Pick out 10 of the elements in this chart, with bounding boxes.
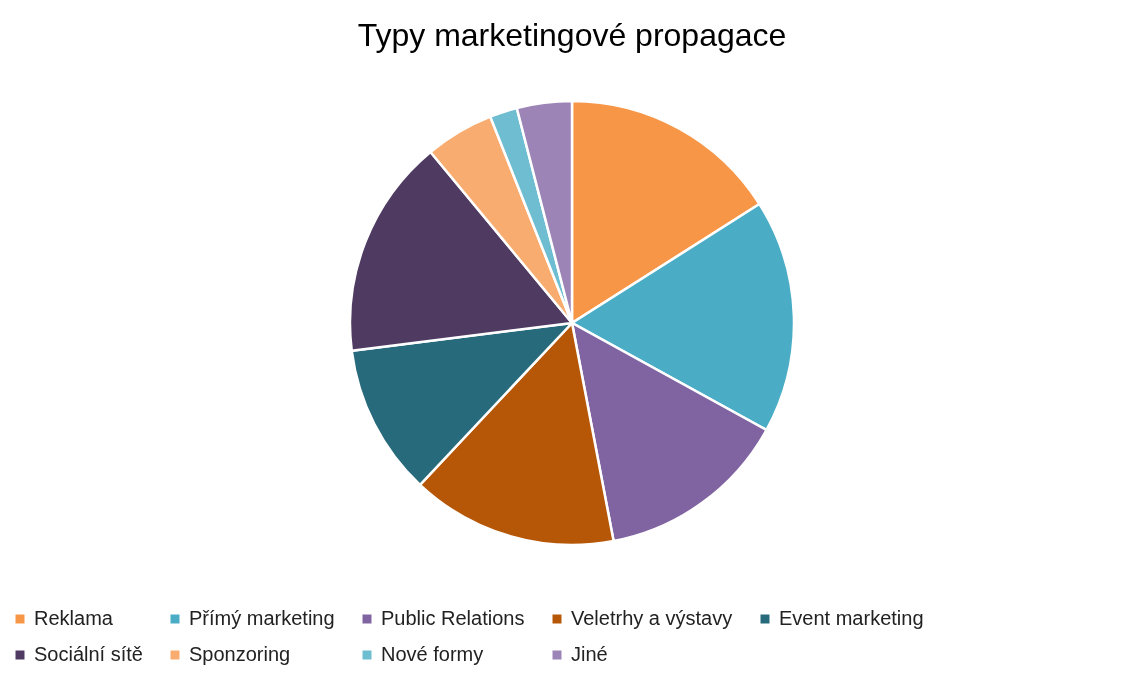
legend-label: Sponzoring	[189, 643, 291, 665]
legend-label: Public Relations	[381, 607, 525, 629]
legend-label: Event marketing	[779, 607, 924, 629]
legend-label: Veletrhy a výstavy	[571, 607, 733, 629]
legend-label: Nové formy	[381, 643, 484, 665]
legend-label: Sociální sítě	[34, 643, 143, 665]
legend-label: Jiné	[571, 643, 608, 665]
legend-label: Přímý marketing	[189, 607, 335, 629]
legend-label: Reklama	[34, 607, 114, 629]
chart-title: Typy marketingové propagace	[357, 17, 787, 53]
